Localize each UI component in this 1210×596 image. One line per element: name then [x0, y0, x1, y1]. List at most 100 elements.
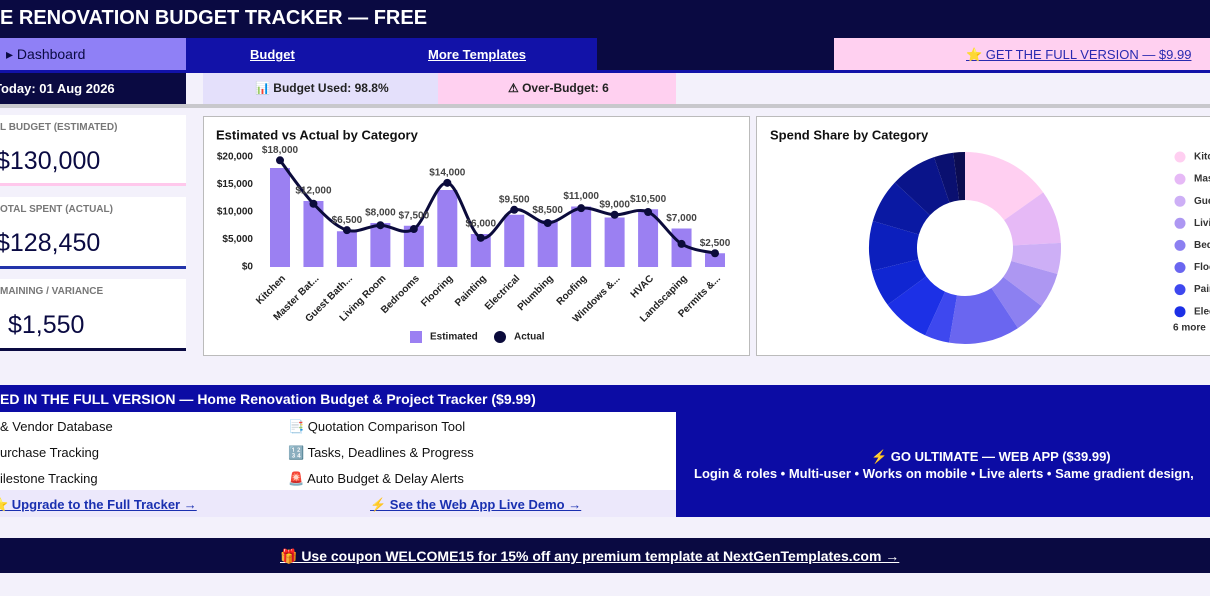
slice: [894, 157, 950, 216]
x-tick-label: HVAC: [629, 273, 656, 300]
value-label: $6,500: [332, 215, 363, 226]
tab-link[interactable]: More Templates: [428, 47, 527, 62]
slice: [933, 152, 960, 203]
point: [409, 225, 418, 234]
legend-swatch: [494, 331, 506, 343]
value-label: $6,000: [465, 219, 496, 230]
point: [644, 208, 653, 216]
slice: [991, 276, 1042, 329]
slice: [965, 152, 1044, 221]
feature: & Vendor Database: [0, 419, 113, 434]
bar: [705, 253, 725, 267]
slice: [1004, 192, 1061, 246]
point: [543, 219, 552, 227]
slice: [887, 276, 946, 336]
value-label: $12,000: [295, 186, 332, 197]
legend-swatch: [1174, 239, 1186, 251]
y-tick-label: $5,000: [222, 234, 253, 245]
kpi-value: $128,450: [0, 229, 101, 257]
point: [610, 210, 619, 219]
point: [342, 226, 351, 235]
slice: [1011, 242, 1061, 275]
y-tick-label: $10,000: [217, 207, 254, 218]
legend-label: Gue: [1194, 196, 1210, 207]
legend-label: Mas: [1194, 174, 1210, 185]
y-tick-label: $15,000: [217, 179, 254, 190]
chart-title: Estimated vs Actual by Category: [216, 127, 419, 142]
point: [476, 233, 485, 242]
legend-swatch: [1174, 284, 1186, 296]
over-budget: ⚠ Over-Budget: 6: [508, 81, 609, 95]
feature-list: & Vendor Database 📑 Quotation Comparison …: [0, 412, 676, 490]
kpi-card: L BUDGET (ESTIMATED) $130,000: [0, 115, 186, 186]
kpi-card: OTAL SPENT (ACTUAL) $128,450: [0, 197, 186, 269]
bar: [537, 220, 558, 267]
slice: [925, 291, 958, 343]
tab-link[interactable]: Budget: [250, 47, 295, 62]
legend-more: 6 more: [1173, 322, 1206, 333]
legend-swatch: [1174, 306, 1186, 318]
cta-link[interactable]: ⭐ GET THE FULL VERSION — $9.99: [966, 47, 1192, 62]
chart-title: Spend Share by Category: [770, 127, 929, 142]
value-label: $18,000: [262, 145, 299, 156]
slice: [953, 152, 965, 201]
bar: [437, 190, 458, 267]
feature: 🔢 Tasks, Deadlines & Progress: [288, 445, 474, 460]
legend-swatch: [1174, 217, 1186, 229]
bar: [504, 214, 525, 267]
value-label: $7,500: [399, 210, 430, 221]
feature: 📑 Quotation Comparison Tool: [288, 419, 466, 434]
value-label: $9,000: [599, 199, 630, 210]
value-label: $2,500: [700, 238, 731, 249]
point: [376, 221, 385, 230]
legend-label: Estimated: [430, 332, 478, 343]
bar: [303, 201, 324, 267]
slice: [871, 259, 927, 305]
tab-label[interactable]: ▸ Dashboard: [6, 46, 86, 62]
legend-label: Elec: [1194, 306, 1210, 317]
slice: [872, 182, 930, 235]
divider: [0, 70, 1210, 73]
coupon[interactable]: 🎁 Use coupon WELCOME15 for 15% off any p…: [280, 548, 900, 564]
kpi-label: OTAL SPENT (ACTUAL): [0, 204, 113, 215]
upgrade-link[interactable]: ⭐ Upgrade to the Full Tracker →: [0, 497, 197, 512]
combo-chart: Estimated vs Actual by Category $0 $5,000 $…: [203, 116, 750, 356]
bar: [571, 206, 592, 267]
y-tick-label: $0: [242, 262, 254, 273]
budget-used: 📊 Budget Used: 98.8%: [255, 81, 389, 95]
bar: [638, 209, 659, 267]
feature: 🚨 Auto Budget & Delay Alerts: [288, 471, 464, 486]
ultimate-title: ⚡ GO ULTIMATE — WEB APP ($39.99): [871, 449, 1111, 464]
kpi-value: $1,550: [8, 311, 85, 339]
legend-label: Floo: [1194, 262, 1210, 273]
value-label: $8,000: [365, 208, 396, 219]
value-label: $11,000: [563, 191, 599, 202]
value-label: $14,000: [429, 167, 466, 178]
title-bar: E RENOVATION BUDGET TRACKER — FREE: [0, 0, 1210, 38]
today: Today: 01 Aug 2026: [0, 81, 115, 96]
tab-bar: Budget More Templates: [186, 38, 597, 70]
tab[interactable]: ▸ Dashboard: [0, 38, 186, 70]
donut-chart: Spend Share by Category Kitc Mas Gue Livi Bed…: [756, 116, 1210, 356]
bar: [604, 217, 625, 267]
legend-label: Kitc: [1194, 152, 1210, 163]
feature: urchase Tracking: [0, 445, 99, 460]
legend-label: Actual: [514, 332, 545, 343]
nav-spacer: [597, 38, 834, 70]
slice: [1003, 261, 1058, 306]
over-box: ⚠ Over-Budget: 6: [438, 73, 676, 104]
value-label: $8,500: [532, 205, 563, 216]
point: [443, 178, 452, 187]
point: [276, 156, 284, 165]
legend-label: Pain: [1194, 284, 1210, 295]
point: [677, 239, 686, 248]
demo-link[interactable]: ⚡ See the Web App Live Demo →: [370, 497, 582, 512]
bar: [470, 234, 491, 267]
promo-title: ED IN THE FULL VERSION — Home Renovation…: [0, 391, 536, 407]
value-label: $10,500: [630, 194, 667, 205]
x-tick-label: Kitchen: [254, 273, 288, 307]
bar: [270, 168, 290, 267]
bar: [403, 225, 424, 267]
kpi-label: L BUDGET (ESTIMATED): [0, 122, 118, 133]
